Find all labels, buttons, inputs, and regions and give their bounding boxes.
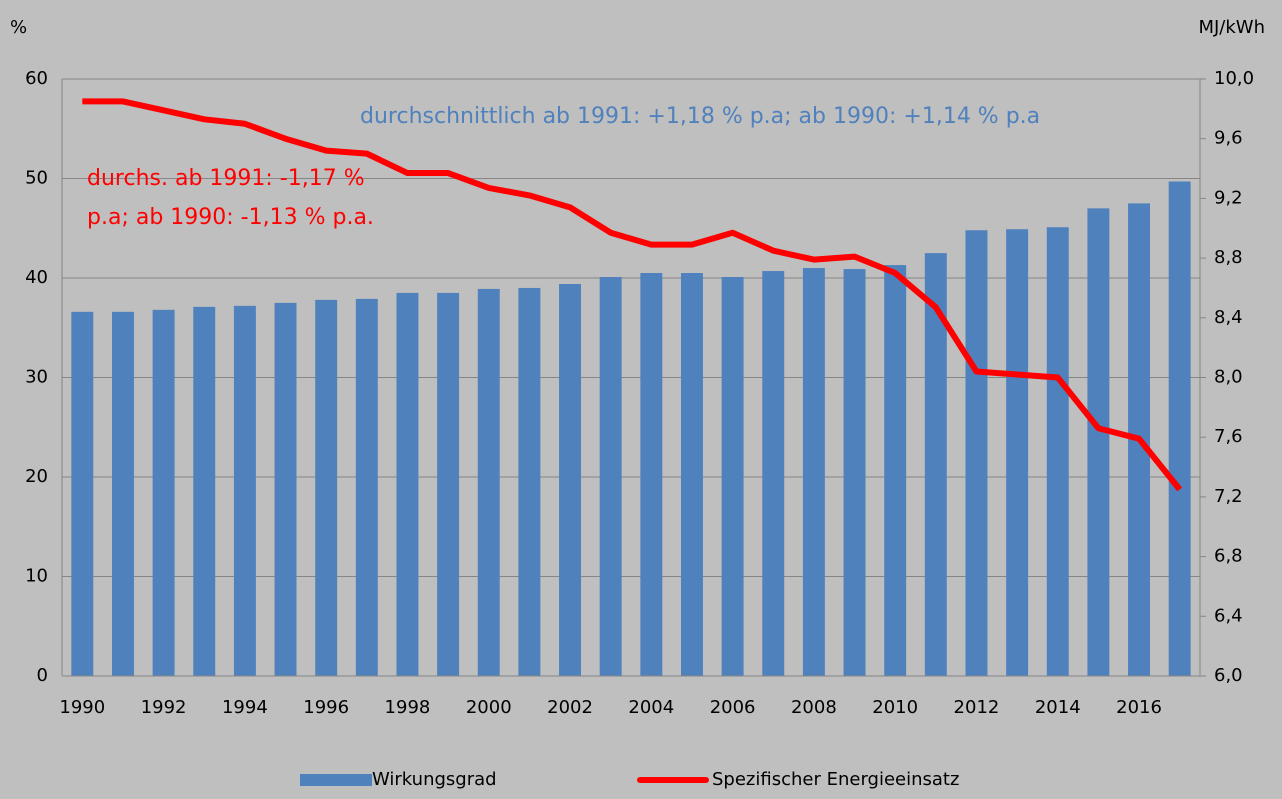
bar [843,269,866,676]
annotation: durchs. ab 1991: -1,17 % [87,166,365,191]
bar [884,265,907,676]
bar [1046,227,1069,676]
bar [233,305,256,676]
legend-label: Spezifischer Energieeinsatz [712,769,959,790]
y-tick-label: 0 [37,665,48,686]
legend-swatch [300,774,372,786]
line [82,98,1183,492]
bar [71,311,94,676]
x-tick-label: 2016 [1116,697,1162,718]
annotation: p.a; ab 1990: -1,13 % p.a. [87,205,374,230]
bar [762,271,785,676]
y-tick-label: 20 [25,466,48,487]
x-tick-label: 2010 [872,697,918,718]
x-tick-label: 1990 [59,697,105,718]
x-tick-label: 2006 [710,697,756,718]
bar [965,230,988,677]
y2-tick-label: 10,0 [1214,68,1254,89]
y2-tick-label: 6,8 [1214,546,1243,567]
x-tick-label: 1996 [303,697,349,718]
bar [111,311,134,676]
bar [1087,208,1110,676]
bar [924,253,947,676]
x-tick-label: 2000 [466,697,512,718]
bar [437,292,460,676]
bar [477,288,500,676]
bar [355,298,378,676]
legend-label: Wirkungsgrad [372,769,497,790]
y2-tick-label: 9,6 [1214,128,1243,149]
bar [396,292,419,676]
y-axis-label: % [10,17,27,38]
x-tick-label: 1992 [141,697,187,718]
x-tick-label: 1994 [222,697,268,718]
x-tick-label: 2014 [1035,697,1081,718]
bar [599,277,622,676]
bar [315,299,338,676]
y2-tick-label: 9,2 [1214,187,1243,208]
y2-tick-label: 6,4 [1214,605,1243,626]
y2-tick-label: 8,8 [1214,247,1243,268]
bar [721,277,744,676]
bar [802,268,825,676]
y-tick-label: 50 [25,168,48,189]
x-tick-label: 2004 [628,697,674,718]
y2-tick-label: 7,6 [1214,426,1243,447]
x-tick-label: 1998 [385,697,431,718]
bar [152,309,175,676]
y-tick-label: 30 [25,367,48,388]
bar [680,273,703,676]
y2-tick-label: 7,2 [1214,486,1243,507]
bar [518,287,541,676]
bars [71,181,1191,677]
bar [274,302,297,676]
y2-tick-label: 8,4 [1214,307,1243,328]
x-tick-label: 2008 [791,697,837,718]
y2-tick-label: 8,0 [1214,367,1243,388]
x-tick-label: 2012 [954,697,1000,718]
bar [1006,229,1029,676]
annotation: durchschnittlich ab 1991: +1,18 % p.a; a… [360,104,1040,129]
y2-axis-label: MJ/kWh [1198,17,1265,38]
bar [640,273,663,676]
bar [193,306,216,676]
y2-tick-label: 6,0 [1214,665,1243,686]
x-tick-label: 2002 [547,697,593,718]
y-tick-label: 60 [25,68,48,89]
y-tick-label: 40 [25,267,48,288]
y-tick-label: 10 [25,566,48,587]
bar [559,283,582,676]
bar [1168,181,1191,677]
